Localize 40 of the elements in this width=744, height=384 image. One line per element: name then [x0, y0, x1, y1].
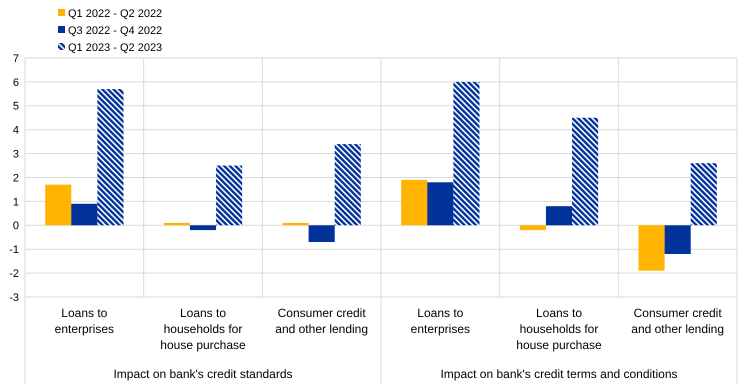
y-tick-label: 7 — [12, 52, 19, 65]
y-tick-label: 6 — [12, 76, 19, 89]
bar — [453, 82, 480, 226]
bar — [334, 144, 361, 226]
bar — [190, 225, 216, 230]
text: Impact on bank's credit standards — [113, 367, 293, 381]
x-tick-label: Loans to households for house purchase — [516, 306, 602, 352]
x-tick-label: Consumer credit and other lending — [631, 306, 724, 336]
y-tick-label: 4 — [12, 124, 19, 137]
bar — [546, 206, 572, 226]
x-tick-label: Loans to households for house purchase — [160, 306, 246, 352]
bar — [690, 163, 717, 226]
bar — [164, 222, 190, 226]
y-tick-label: -3 — [9, 292, 19, 304]
bar — [282, 222, 309, 226]
legend-label: Q3 2022 - Q4 2022 — [68, 25, 162, 37]
y-tick-label: -2 — [9, 268, 19, 280]
bar — [664, 225, 691, 254]
y-tick-label: -1 — [9, 244, 19, 256]
x-tick-label: Consumer credit and other lending — [275, 306, 368, 336]
y-tick-label: 0 — [12, 220, 19, 232]
y-tick-label: 2 — [12, 172, 19, 184]
bar — [401, 180, 428, 226]
bar — [427, 182, 454, 226]
bar — [71, 204, 98, 226]
bar — [97, 89, 124, 226]
bar — [45, 184, 72, 226]
text: Impact on bank's credit terms and conditions — [440, 367, 678, 381]
y-tick-label: 5 — [12, 100, 19, 113]
x-tick-label: Loans to enterprises — [54, 306, 114, 336]
bar — [308, 225, 335, 242]
bar — [572, 118, 598, 226]
y-tick-label: 1 — [12, 196, 19, 208]
bar — [216, 166, 242, 226]
bar — [520, 225, 546, 230]
x-tick-label: Loans to enterprises — [410, 306, 470, 336]
y-tick-label: 3 — [12, 148, 19, 160]
bar — [638, 225, 665, 271]
legend-label: Q1 2022 - Q2 2022 — [68, 8, 162, 20]
legend-label: Q1 2023 - Q2 2023 — [68, 42, 162, 54]
